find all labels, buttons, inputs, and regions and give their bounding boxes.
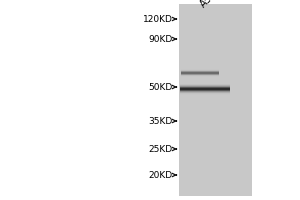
Text: A549: A549 [198,0,223,9]
Bar [180,94,230,95]
Bar [180,88,230,89]
Text: 35KD: 35KD [148,116,172,126]
Text: 25KD: 25KD [148,144,172,154]
Bar [180,93,230,94]
Bar [178,4,252,196]
Bar [180,90,230,91]
Bar [180,92,230,93]
Bar [180,84,230,85]
Bar [180,89,230,90]
Bar [180,86,230,87]
Bar [180,91,230,92]
Text: 20KD: 20KD [148,170,172,180]
Bar [180,87,230,88]
Bar [180,85,230,86]
Text: 90KD: 90KD [148,34,172,44]
Text: 120KD: 120KD [142,15,172,23]
Text: 50KD: 50KD [148,83,172,92]
